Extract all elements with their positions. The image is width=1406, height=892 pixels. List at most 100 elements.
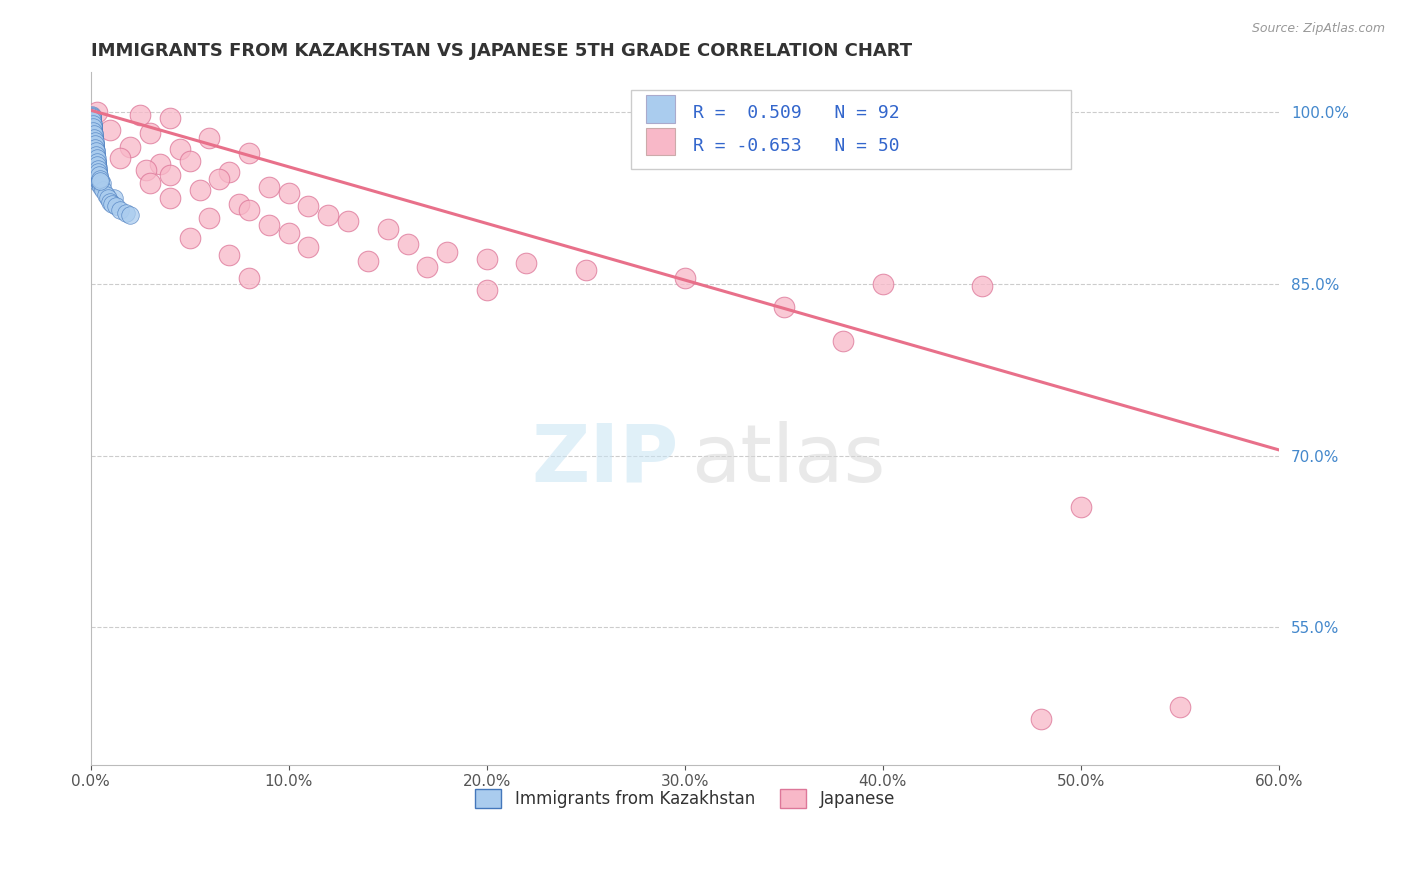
Point — [86, 169, 108, 183]
Point — [80, 113, 103, 128]
Point — [238, 145, 260, 160]
Point — [110, 202, 132, 217]
Point — [83, 130, 105, 145]
Point — [82, 126, 104, 140]
Point — [86, 161, 108, 175]
Point — [238, 202, 260, 217]
Point — [84, 141, 107, 155]
Point — [198, 130, 221, 145]
Point — [86, 158, 108, 172]
Point — [257, 179, 280, 194]
Point — [188, 183, 211, 197]
Point — [86, 171, 108, 186]
Point — [80, 110, 103, 124]
Point — [159, 111, 181, 125]
Point — [83, 130, 105, 145]
Point — [87, 175, 110, 189]
Point — [87, 163, 110, 178]
Point — [120, 140, 142, 154]
Point — [82, 120, 104, 135]
Point — [83, 134, 105, 148]
FancyBboxPatch shape — [645, 128, 675, 155]
FancyBboxPatch shape — [645, 95, 675, 123]
Point — [297, 240, 319, 254]
Point — [83, 136, 105, 151]
Point — [515, 256, 537, 270]
Point — [89, 171, 111, 186]
Point — [84, 145, 107, 159]
Point — [257, 218, 280, 232]
Point — [80, 122, 103, 136]
Point — [84, 145, 107, 159]
Point — [832, 334, 855, 349]
Point — [149, 157, 172, 171]
Point — [87, 167, 110, 181]
Point — [83, 130, 105, 145]
Point — [82, 117, 104, 131]
Point — [673, 271, 696, 285]
Point — [82, 137, 104, 152]
Point — [83, 133, 105, 147]
Point — [87, 169, 110, 183]
Point — [416, 260, 439, 274]
Point — [89, 174, 111, 188]
Point — [218, 248, 240, 262]
Point — [198, 211, 221, 225]
Point — [86, 158, 108, 172]
Point — [208, 171, 231, 186]
Point — [86, 154, 108, 169]
Point — [84, 143, 107, 157]
Point — [82, 117, 104, 131]
Point — [84, 151, 107, 165]
Point — [82, 111, 104, 125]
Point — [80, 110, 103, 124]
Point — [238, 271, 260, 285]
Point — [169, 142, 191, 156]
Point — [89, 174, 111, 188]
Point — [84, 148, 107, 162]
Point — [86, 161, 108, 175]
Point — [86, 161, 108, 176]
Point — [87, 165, 110, 179]
Point — [100, 194, 122, 209]
Point — [82, 120, 104, 135]
Point — [93, 183, 115, 197]
Point — [83, 134, 105, 148]
FancyBboxPatch shape — [631, 90, 1071, 169]
Point — [105, 199, 128, 213]
Point — [90, 177, 112, 191]
Point — [84, 149, 107, 163]
Point — [575, 263, 598, 277]
Point — [84, 146, 107, 161]
Point — [179, 231, 201, 245]
Point — [872, 277, 894, 291]
Text: IMMIGRANTS FROM KAZAKHSTAN VS JAPANESE 5TH GRADE CORRELATION CHART: IMMIGRANTS FROM KAZAKHSTAN VS JAPANESE 5… — [90, 42, 911, 60]
Point — [82, 113, 104, 128]
Point — [80, 112, 103, 127]
Point — [87, 170, 110, 185]
Point — [115, 206, 138, 220]
Point — [80, 109, 103, 123]
Point — [120, 209, 142, 223]
Point — [83, 127, 105, 141]
Point — [159, 169, 181, 183]
Point — [84, 140, 107, 154]
Point — [377, 222, 399, 236]
Point — [135, 162, 157, 177]
Point — [139, 126, 162, 140]
Point — [159, 191, 181, 205]
Point — [87, 165, 110, 179]
Point — [129, 108, 152, 122]
Point — [86, 153, 108, 168]
Point — [87, 177, 110, 191]
Point — [82, 117, 104, 131]
Point — [87, 169, 110, 183]
Point — [436, 245, 458, 260]
Point — [82, 127, 104, 141]
Point — [139, 177, 162, 191]
Point — [103, 191, 125, 205]
Point — [475, 283, 498, 297]
Point — [357, 254, 380, 268]
Point — [84, 137, 107, 152]
Point — [86, 157, 108, 171]
